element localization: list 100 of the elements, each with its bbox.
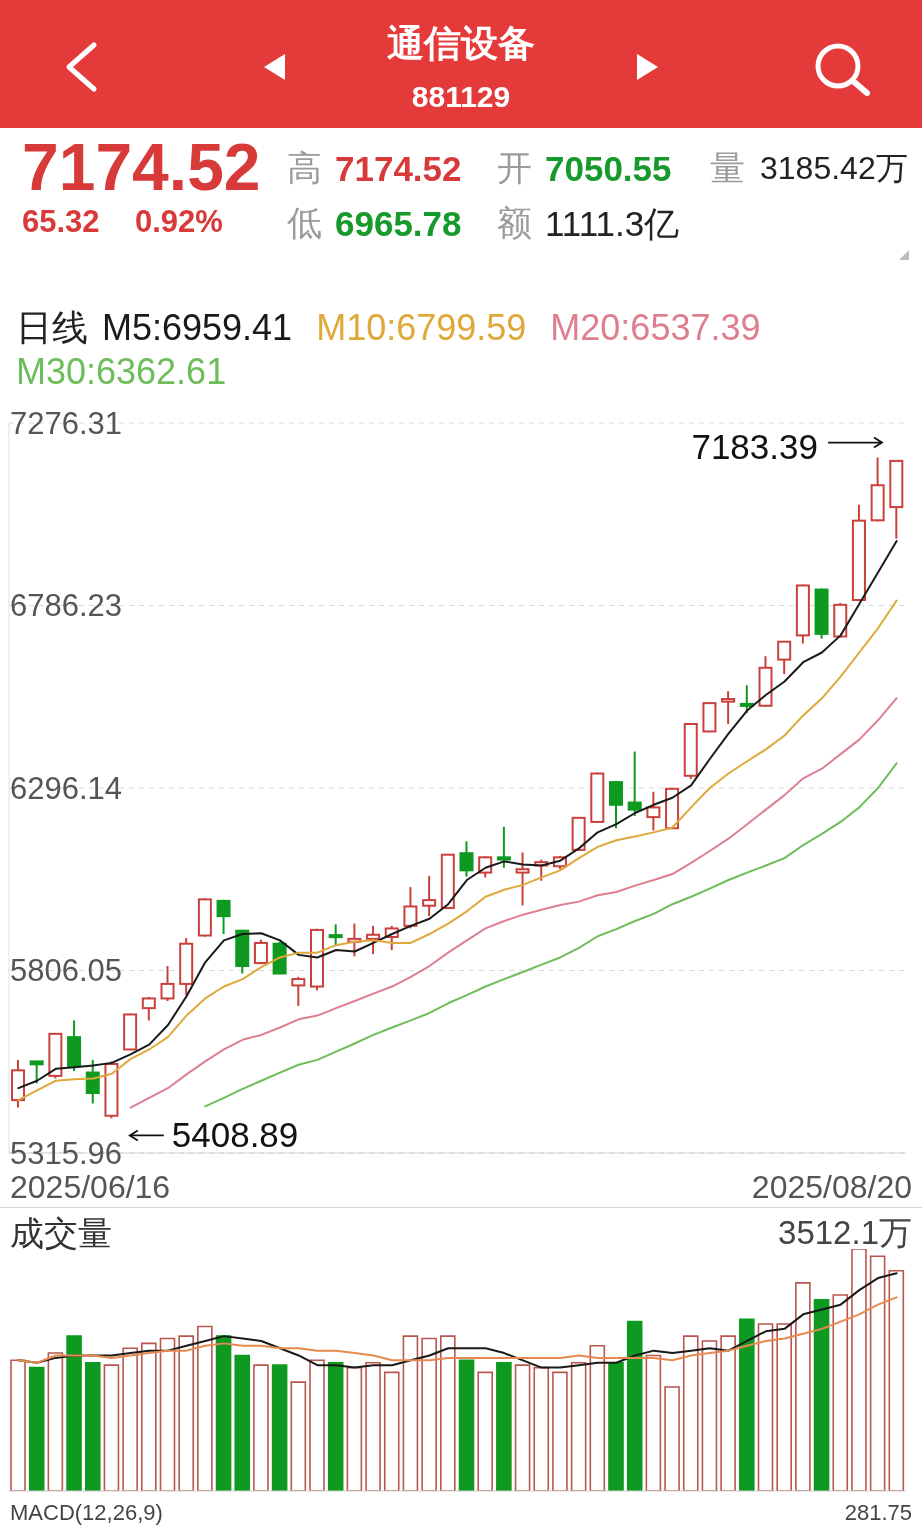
- bar: [290, 1381, 307, 1491]
- bar: [701, 1340, 718, 1491]
- text: 7174.52: [335, 149, 462, 188]
- bar: [682, 1335, 699, 1491]
- bar: [533, 1366, 550, 1491]
- candlestick: [496, 825, 511, 869]
- bar: [327, 1361, 344, 1491]
- candlestick: [459, 840, 474, 878]
- bar: [365, 1361, 381, 1491]
- bar: [776, 1323, 792, 1491]
- bar: [402, 1335, 419, 1491]
- chart-subtitle: 881129: [410, 80, 512, 113]
- bar: [514, 1364, 531, 1491]
- text: M20:6537.39: [550, 307, 761, 348]
- bar: [215, 1335, 232, 1491]
- bar: [234, 1354, 251, 1491]
- annotation: 3512.1万: [778, 1214, 912, 1251]
- bar: [888, 1269, 905, 1491]
- bar: [28, 1366, 45, 1491]
- bar: [122, 1347, 138, 1491]
- candlestick: [291, 975, 306, 1007]
- bar: [421, 1337, 437, 1491]
- bar: [645, 1354, 662, 1491]
- bar: [458, 1359, 475, 1491]
- text: M10:6799.59: [316, 307, 527, 348]
- candlestick: [216, 898, 231, 936]
- bar: [608, 1361, 624, 1491]
- y-tick-label: 5806.05: [10, 953, 123, 988]
- bar: [103, 1364, 120, 1491]
- bar: [66, 1335, 82, 1491]
- bar: [869, 1255, 886, 1491]
- candlestick: [646, 790, 661, 832]
- line-series: [129, 697, 898, 1109]
- candlestick: [627, 750, 642, 817]
- y-tick-label: 6786.23: [10, 588, 123, 623]
- bar: [795, 1282, 811, 1491]
- candlestick: [721, 690, 736, 725]
- y-tick-label: 6296.14: [10, 770, 123, 806]
- bar: [477, 1371, 493, 1491]
- candlestick: [403, 886, 418, 930]
- bar: [589, 1345, 606, 1491]
- chart-title: 通信设备: [386, 23, 536, 64]
- bar: [197, 1325, 213, 1491]
- candlestick: [253, 938, 268, 966]
- y-tick-label: 5315.96: [10, 1135, 123, 1171]
- bar: [757, 1323, 774, 1491]
- bar: [253, 1364, 269, 1491]
- bar: [141, 1342, 157, 1491]
- text: M30:6362.61: [16, 351, 227, 392]
- bar: [346, 1366, 363, 1491]
- text: M5:6959.41: [102, 307, 293, 348]
- bar: [552, 1371, 568, 1491]
- bar: [383, 1371, 400, 1491]
- bar: [440, 1335, 456, 1491]
- line-series: [204, 762, 898, 1108]
- text: 额: [497, 203, 532, 242]
- bar: [626, 1320, 643, 1491]
- candlestick: [85, 1058, 100, 1105]
- candlestick: [328, 923, 343, 947]
- bar: [10, 1359, 26, 1491]
- candlestick: [160, 965, 175, 1003]
- text: 6965.78: [335, 204, 462, 243]
- bar: [496, 1361, 512, 1491]
- candlestick: [777, 639, 792, 676]
- bar: [813, 1299, 830, 1491]
- text: 65.32: [22, 204, 100, 239]
- chart-title: 成交量: [10, 1214, 112, 1252]
- bar: [84, 1361, 101, 1491]
- annotation: 7183.39: [691, 426, 818, 466]
- text: 高: [287, 148, 322, 187]
- candlestick: [609, 780, 623, 830]
- candlestick: [366, 924, 381, 956]
- bar: [570, 1361, 587, 1491]
- text: 2025/08/20: [751, 1169, 912, 1205]
- bar: [832, 1294, 849, 1491]
- bar: [720, 1335, 736, 1491]
- y-tick-label: 7276.31: [10, 405, 123, 441]
- text: 7050.55: [545, 149, 672, 188]
- legend-title: 日线: [16, 307, 88, 348]
- bar: [739, 1318, 755, 1491]
- text: 281.75: [844, 1500, 912, 1525]
- bar: [159, 1337, 176, 1491]
- text: 7174.52: [22, 130, 261, 204]
- text: 低: [287, 203, 322, 242]
- annotation: 5408.89: [171, 1114, 299, 1154]
- text: 3185.42万: [760, 150, 908, 186]
- bar: [271, 1364, 288, 1491]
- bar: [309, 1359, 325, 1491]
- text: 量: [710, 148, 745, 187]
- text: MACD(12,26,9): [10, 1500, 163, 1525]
- candlestick: [422, 874, 437, 918]
- candlestick: [739, 684, 754, 714]
- bar: [851, 1249, 867, 1491]
- text: 2025/06/16: [10, 1169, 171, 1205]
- text: 1111.3亿: [545, 204, 680, 243]
- bar: [47, 1352, 64, 1491]
- text: 开: [497, 148, 532, 187]
- text: 0.92%: [135, 204, 223, 239]
- bar: [664, 1386, 680, 1491]
- candlestick: [515, 851, 530, 907]
